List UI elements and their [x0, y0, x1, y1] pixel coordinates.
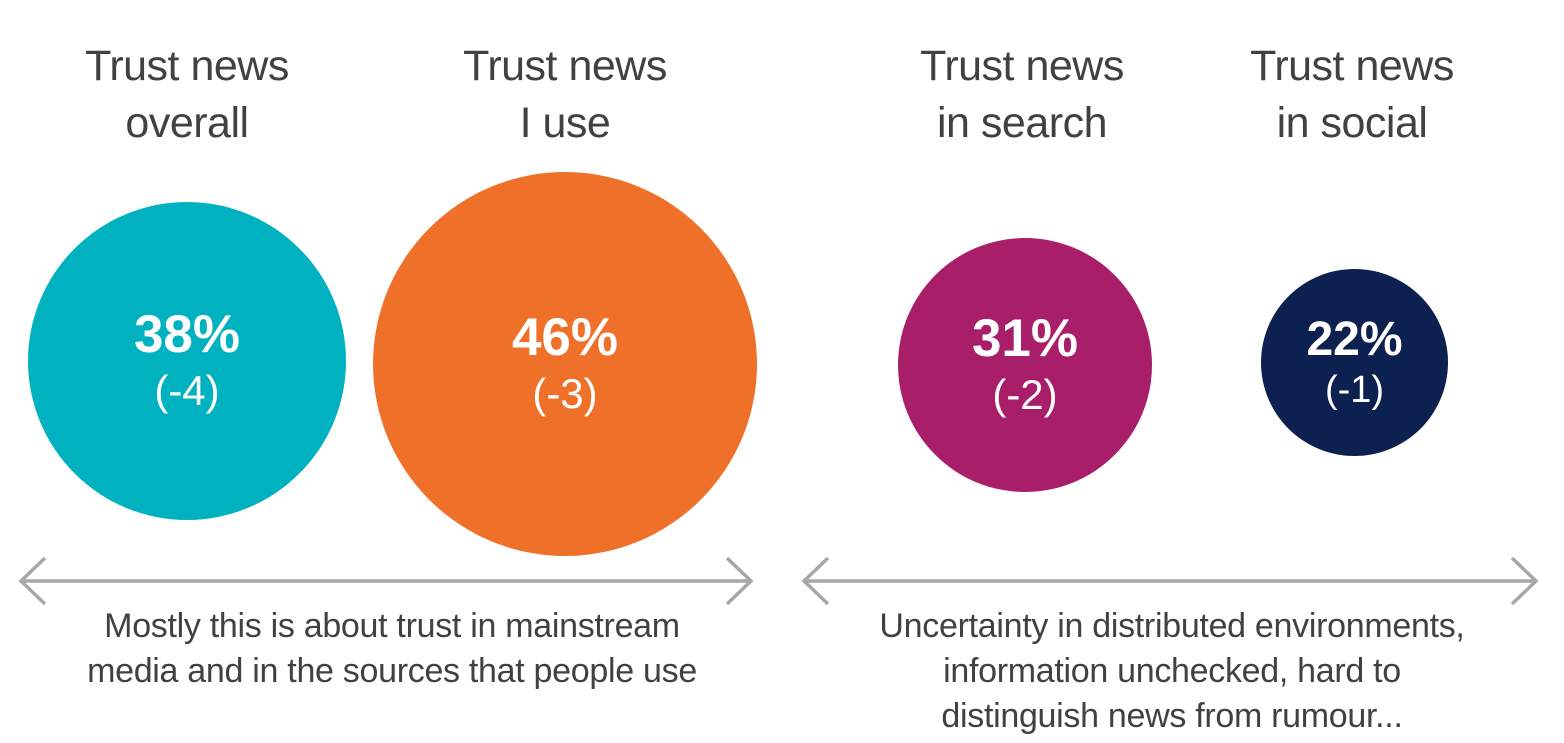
double-arrow-icon	[801, 556, 1539, 606]
title-line: in search	[937, 99, 1107, 147]
bubble-value: 38%	[133, 305, 241, 364]
bubble-trust-in-search: 31% (-2)	[898, 238, 1152, 492]
bubble-change: (-1)	[1324, 368, 1385, 411]
bubble-change: (-4)	[154, 367, 220, 414]
title-line: Trust news	[1250, 42, 1454, 90]
title-line: I use	[519, 99, 611, 147]
bubble-value: 31%	[971, 309, 1079, 368]
caption-line: Uncertainty in distributed environments,	[879, 607, 1465, 645]
bubble-trust-overall: 38% (-4)	[28, 202, 346, 520]
caption-distributed-uncertainty: Uncertainty in distributed environments,…	[780, 604, 1564, 739]
bubble-title-trust-in-search: Trust news in search	[842, 38, 1202, 152]
caption-line: Mostly this is about trust in mainstream	[104, 607, 680, 645]
title-line: Trust news	[85, 42, 289, 90]
title-line: Trust news	[463, 42, 667, 90]
bubble-trust-in-social: 22% (-1)	[1261, 269, 1448, 456]
double-arrow-icon	[18, 556, 754, 606]
bubble-title-trust-news-i-use: Trust news I use	[385, 38, 745, 152]
caption-line: media and in the sources that people use	[87, 652, 697, 690]
title-line: in social	[1276, 99, 1428, 147]
bubble-change: (-2)	[992, 371, 1058, 418]
bubble-title-trust-in-social: Trust news in social	[1172, 38, 1532, 152]
title-line: overall	[125, 99, 249, 147]
caption-line: distinguish news from rumour...	[941, 697, 1403, 735]
title-line: Trust news	[920, 42, 1124, 90]
bubble-change: (-3)	[532, 370, 598, 417]
caption-mainstream-trust: Mostly this is about trust in mainstream…	[0, 604, 784, 694]
caption-line: information unchecked, hard to	[943, 652, 1401, 690]
bubble-value: 46%	[511, 308, 619, 367]
bubble-trust-news-i-use: 46% (-3)	[373, 172, 757, 556]
bubble-title-trust-overall: Trust news overall	[7, 38, 367, 152]
bubble-value: 22%	[1306, 312, 1403, 366]
